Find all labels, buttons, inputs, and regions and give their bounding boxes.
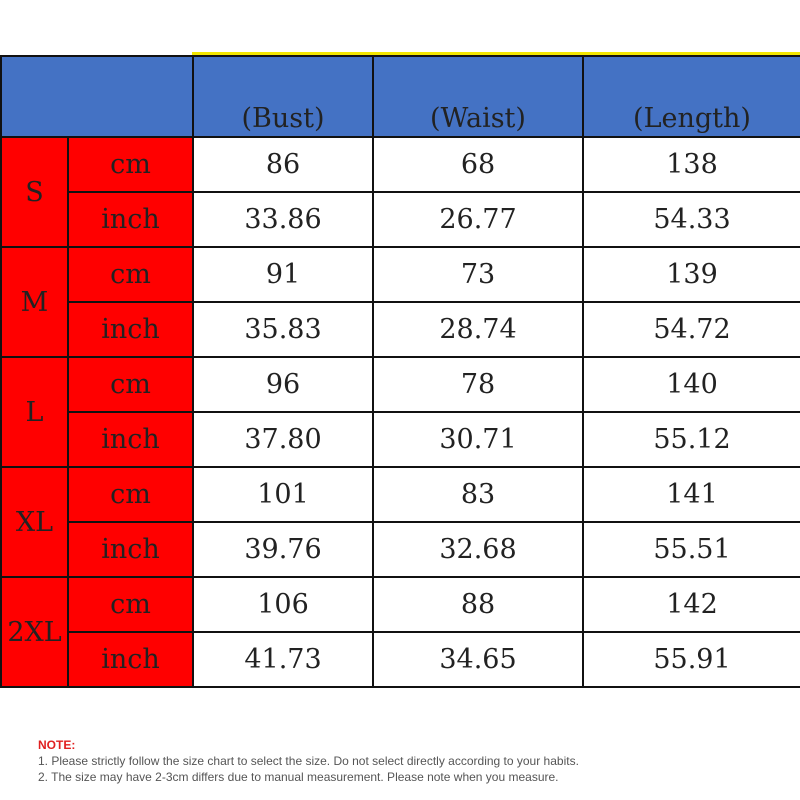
corner-cell (0, 55, 194, 138)
waist-value: 32.68 (372, 521, 584, 578)
size-note: NOTE: 1. Please strictly follow the size… (38, 737, 579, 785)
table-row: 2XL cm 106 88 142 (0, 576, 800, 688)
header-length: (Length) (582, 55, 800, 138)
table-row: inch 41.73 34.65 55.91 (1, 631, 800, 688)
unit-cm: cm (67, 466, 194, 523)
bust-value: 106 (192, 576, 374, 633)
waist-value: 88 (372, 576, 584, 633)
table-row: inch 35.83 28.74 54.72 (1, 301, 800, 358)
unit-cm: cm (67, 246, 194, 303)
table-row: inch 39.76 32.68 55.51 (1, 521, 800, 578)
bust-value: 96 (192, 356, 374, 413)
table-row: L cm 96 78 140 (0, 356, 800, 468)
unit-inch: inch (67, 191, 194, 248)
bust-value: 39.76 (192, 521, 374, 578)
unit-cm: cm (67, 576, 194, 633)
waist-value: 34.65 (372, 631, 584, 688)
size-label-m: M (0, 246, 69, 358)
bust-value: 101 (192, 466, 374, 523)
unit-inch: inch (67, 301, 194, 358)
waist-value: 28.74 (372, 301, 584, 358)
unit-inch: inch (67, 631, 194, 688)
table-row: S cm 86 68 138 (0, 136, 800, 248)
header-bust: (Bust) (192, 55, 374, 138)
size-label-s: S (0, 136, 69, 248)
length-value: 55.12 (582, 411, 800, 468)
length-value: 140 (582, 356, 800, 413)
length-value: 138 (582, 136, 800, 193)
table-row: inch 33.86 26.77 54.33 (1, 191, 800, 248)
table-row: inch 37.80 30.71 55.12 (1, 411, 800, 468)
unit-inch: inch (67, 411, 194, 468)
size-label-l: L (0, 356, 69, 468)
length-value: 139 (582, 246, 800, 303)
bust-value: 86 (192, 136, 374, 193)
unit-inch: inch (67, 521, 194, 578)
yellow-accent-line (192, 52, 800, 56)
unit-cm: cm (67, 356, 194, 413)
length-value: 54.72 (582, 301, 800, 358)
length-value: 55.91 (582, 631, 800, 688)
table-row: XL cm 101 83 141 (0, 466, 800, 578)
header-waist: (Waist) (372, 55, 584, 138)
bust-value: 91 (192, 246, 374, 303)
bust-value: 37.80 (192, 411, 374, 468)
length-value: 141 (582, 466, 800, 523)
note-line-2: 2. The size may have 2-3cm differs due t… (38, 770, 559, 784)
size-label-xl: XL (0, 466, 69, 578)
waist-value: 26.77 (372, 191, 584, 248)
note-title: NOTE: (38, 738, 76, 752)
table-row: M cm 91 73 139 (0, 246, 800, 358)
length-value: 55.51 (582, 521, 800, 578)
bust-value: 41.73 (192, 631, 374, 688)
unit-cm: cm (67, 136, 194, 193)
waist-value: 83 (372, 466, 584, 523)
length-value: 142 (582, 576, 800, 633)
waist-value: 78 (372, 356, 584, 413)
bust-value: 33.86 (192, 191, 374, 248)
length-value: 54.33 (582, 191, 800, 248)
waist-value: 73 (372, 246, 584, 303)
note-line-1: 1. Please strictly follow the size chart… (38, 754, 579, 768)
size-label-2xl: 2XL (0, 576, 69, 688)
waist-value: 30.71 (372, 411, 584, 468)
bust-value: 35.83 (192, 301, 374, 358)
waist-value: 68 (372, 136, 584, 193)
size-chart-table: (Bust) (Waist) (Length) S cm 86 68 138 i… (0, 55, 800, 688)
header-row: (Bust) (Waist) (Length) (0, 55, 800, 138)
